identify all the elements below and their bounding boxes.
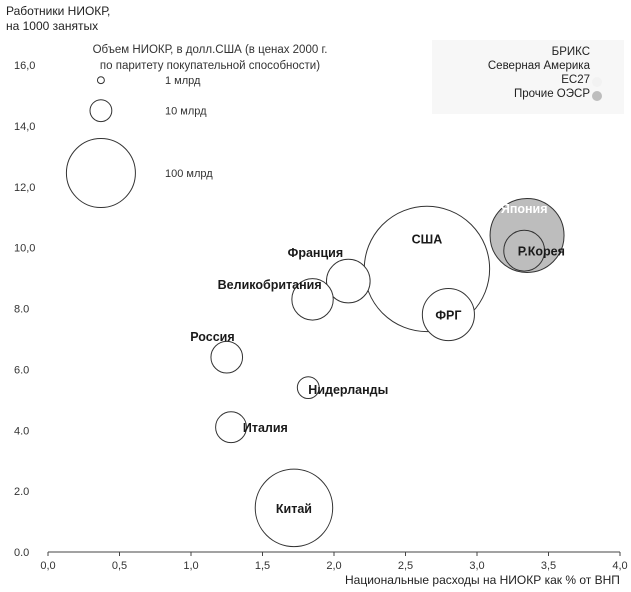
x-tick-label: 3,0 [469,560,484,572]
bubble-label: Китай [276,502,312,516]
bubble-Россия [210,340,244,374]
y-tick-label: 2.0 [14,486,29,498]
size-legend-label: 1 млрд [165,75,201,87]
size-legend-title: Объем НИОКР, в долл.США (в ценах 2000 г.… [92,44,328,72]
legend-label-other-oecd: Прочие ОЭСР [514,88,590,100]
bubbles [210,197,565,548]
bubble-label: ФРГ [435,309,461,323]
x-tick-label: 3,5 [541,560,556,572]
y-tick-label: 4.0 [14,425,29,437]
legend: БРИКС Северная Америка ЕС27 Прочие ОЭСР [432,40,624,114]
bubble-label: Япония [501,202,548,216]
bubble-label: Франция [288,246,343,260]
axes: 0,0 0,5 1,0 1,5 2,0 2,5 3,0 3,5 4,0 0.0 2.0 4.0 6.0 8… [14,60,628,572]
bubble-label: Италия [243,421,288,435]
y-tick-label: 0.0 [14,547,29,559]
y-tick-label: 6.0 [14,364,29,376]
y-axis-label: Работники НИОКР, на 1000 занятых [6,4,111,33]
bubble-Франция [325,258,371,304]
bubble-label: США [412,232,443,246]
x-tick-label: 2,5 [398,560,413,572]
y-tick-label: 8.0 [14,304,29,316]
x-tick-label: 1,5 [255,560,270,572]
x-tick-label: 1,0 [183,560,198,572]
size-legend-bubble [89,99,113,123]
x-tick-label: 0,5 [112,560,127,572]
size-legend: 1 млрд 10 млрд 100 млрд [65,75,213,209]
bubble-ФРГ [421,288,475,342]
bubble-label: Великобритания [218,278,322,292]
bubble-Великобритания [291,278,334,321]
x-axis-label: Национальные расходы на НИОКР как % от В… [345,573,620,587]
x-tick-label: 0,0 [40,560,55,572]
y-tick-label: 12,0 [14,182,35,194]
legend-label-brics: БРИКС [551,46,590,58]
y-tick-label: 14,0 [14,121,35,133]
bubble-label: Россия [190,330,234,344]
bubble-Италия [215,411,247,444]
bubble-Китай [254,468,334,548]
bubble-label: Нидерланды [308,383,388,397]
legend-label-eu27: ЕС27 [561,74,590,86]
bubble-Нидерланды [296,376,320,400]
bubble-labels: США Япония Р.Корея ФРГ Франция Великобритания… [190,202,565,516]
size-legend-bubble [96,76,105,85]
y-tick-label: 16,0 [14,60,35,72]
legend-label-north-america: Северная Америка [487,60,590,72]
size-legend-label: 10 млрд [165,106,207,118]
x-tick-label: 4,0 [612,560,627,572]
bubble-Р.Корея [503,229,546,272]
x-tick-label: 2,0 [326,560,341,572]
bubble-label: Р.Корея [518,245,565,259]
legend-marker-other-oecd [592,91,602,101]
y-tick-label: 10,0 [14,243,35,255]
size-legend-label: 100 млрд [165,168,213,180]
legend-marker-eu27 [592,77,602,87]
size-legend-bubble [65,138,136,209]
